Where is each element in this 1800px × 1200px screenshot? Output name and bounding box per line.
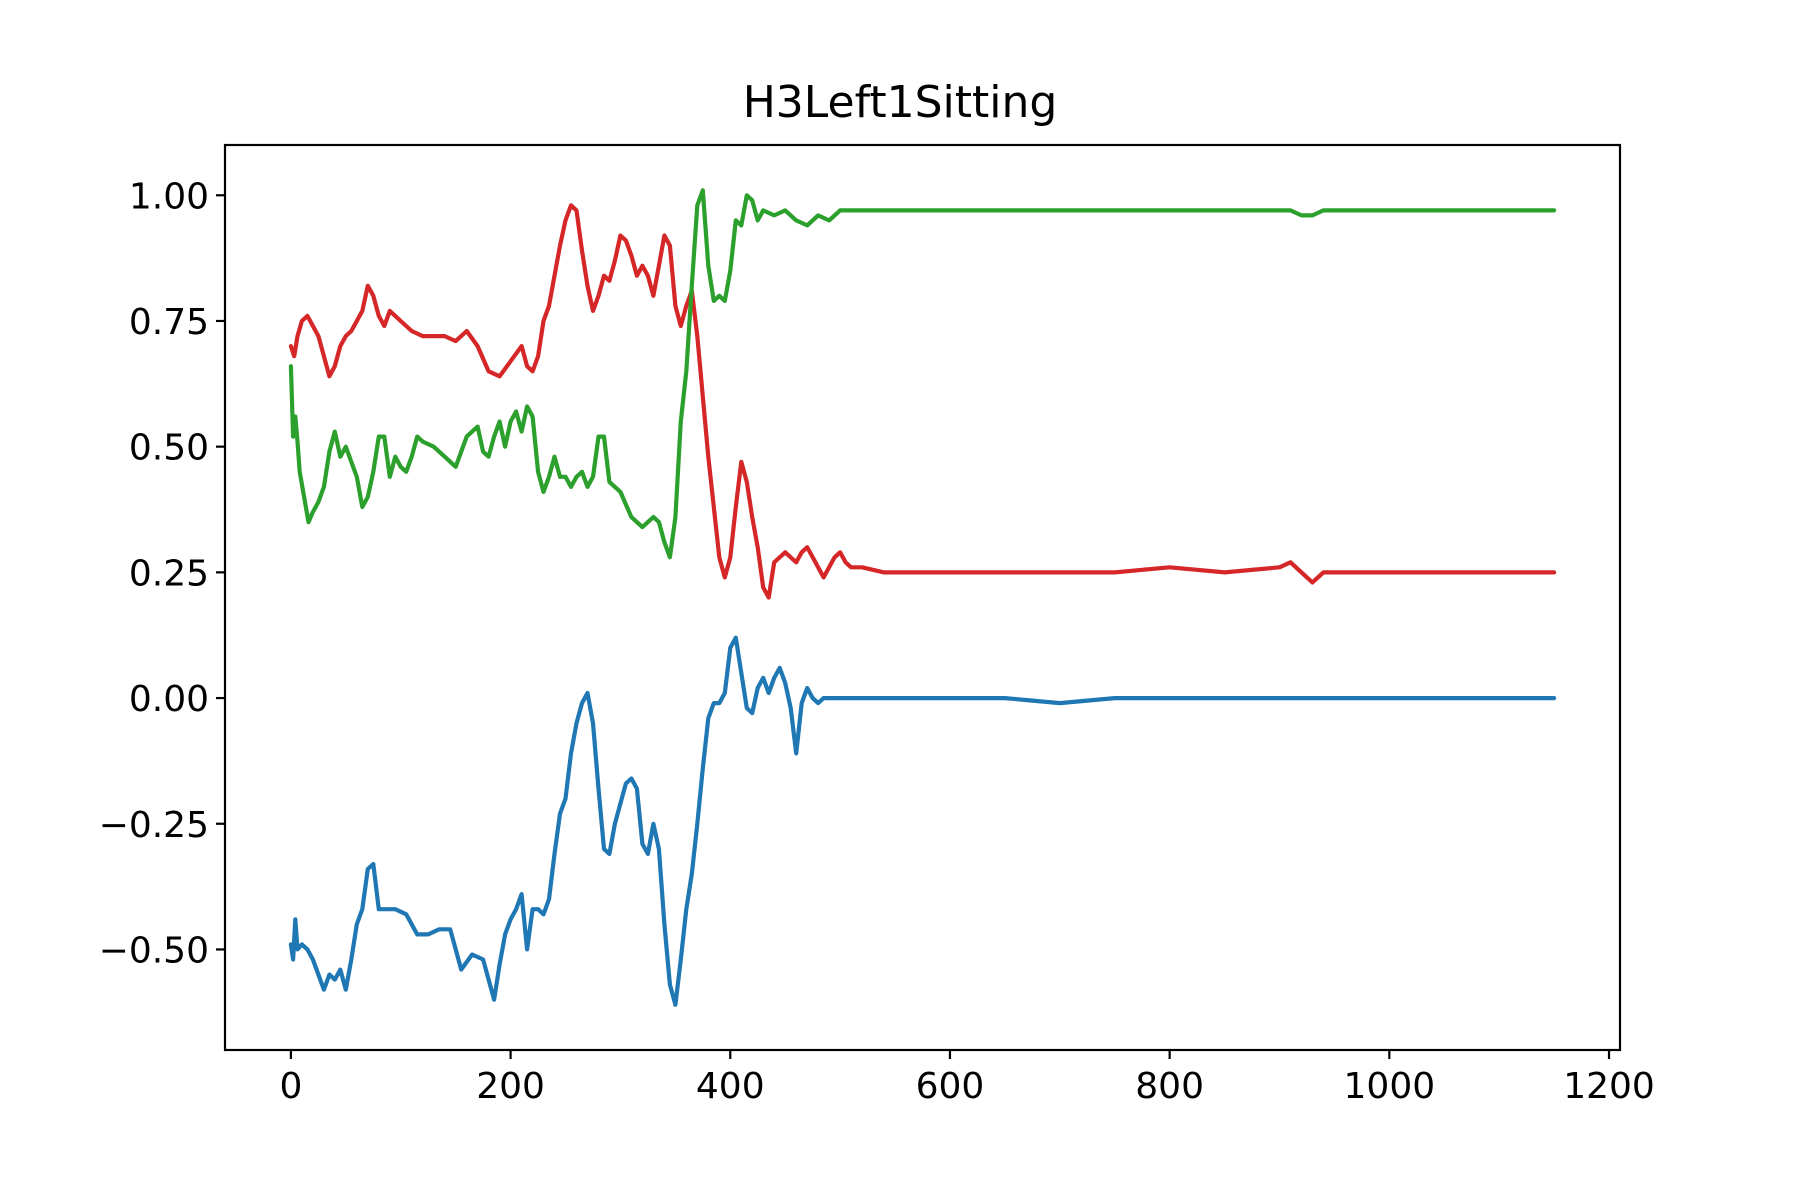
x-tick-label: 1000: [1344, 1066, 1436, 1107]
y-tick-label: 0.50: [129, 428, 209, 469]
x-tick-label: 200: [476, 1066, 545, 1107]
y-tick-label: −0.50: [99, 930, 209, 971]
y-tick-label: 0.75: [129, 302, 209, 343]
series-line-3: [288, 188, 1557, 560]
x-tick-label: 1200: [1563, 1066, 1655, 1107]
y-tick-label: −0.25: [99, 805, 209, 846]
y-tick-label: 1.00: [129, 176, 209, 217]
axes-frame: [223, 143, 1622, 1052]
x-tick-label: 400: [696, 1066, 765, 1107]
plot-area: [288, 188, 1557, 1007]
x-tick-label: 0: [279, 1066, 302, 1107]
x-tick-label: 600: [916, 1066, 985, 1107]
x-tick-label: 800: [1135, 1066, 1204, 1107]
chart-title: H3Left1Sitting: [743, 77, 1058, 128]
y-tick-label: 0.00: [129, 679, 209, 720]
y-axis: −0.50 −0.25 0.00 0.25 0.50 0.75 1.00: [99, 176, 225, 971]
series-line-2: [288, 203, 1557, 600]
y-tick-label: 0.25: [129, 553, 209, 594]
series-line-1: [288, 635, 1557, 1007]
x-axis: 0 200 400 600 800 1000 1200: [279, 1050, 1655, 1107]
